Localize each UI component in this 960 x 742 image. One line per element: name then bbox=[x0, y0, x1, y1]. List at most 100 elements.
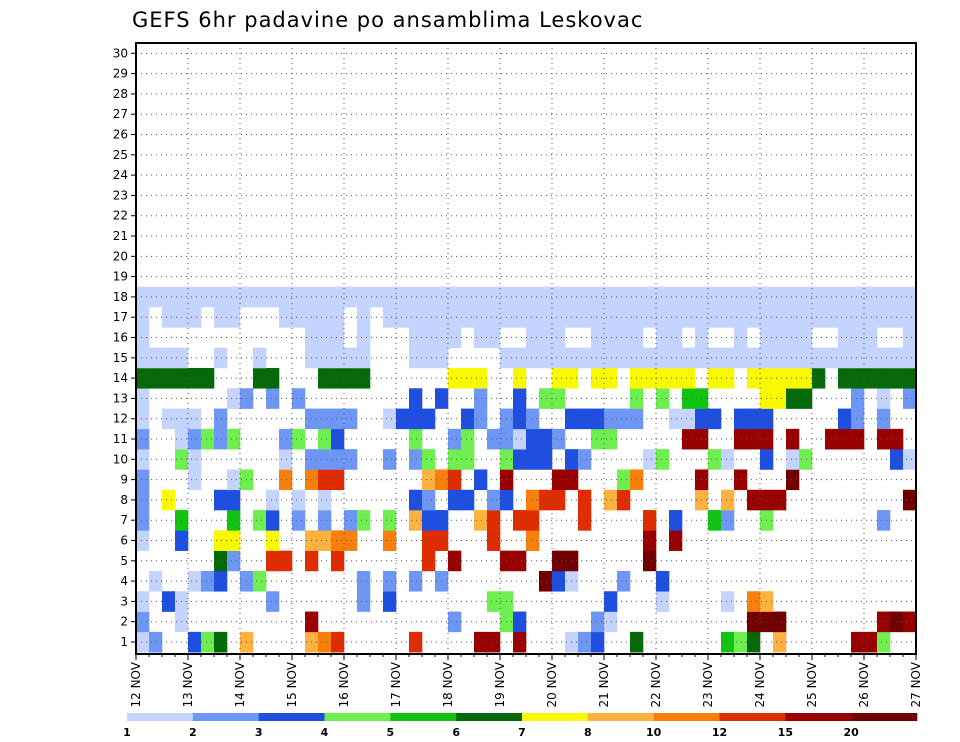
heatmap-cell bbox=[136, 510, 150, 531]
heatmap-cell bbox=[578, 408, 592, 430]
heatmap-cell bbox=[604, 307, 618, 328]
heatmap-cell bbox=[344, 408, 358, 430]
heatmap-cell bbox=[708, 449, 722, 470]
heatmap-cell bbox=[539, 327, 553, 348]
heatmap-cell bbox=[526, 428, 540, 450]
heatmap-cell bbox=[188, 449, 202, 470]
heatmap-cell bbox=[136, 286, 150, 308]
heatmap-cell bbox=[188, 408, 202, 430]
heatmap-cell bbox=[838, 327, 852, 348]
heatmap-cell bbox=[227, 510, 241, 531]
colorbar-tick-label: 20 bbox=[844, 726, 860, 739]
y-tick-label: 25 bbox=[113, 148, 128, 162]
colorbar-tick-label: 12 bbox=[712, 726, 727, 739]
heatmap-cell bbox=[461, 307, 475, 328]
heatmap-cell bbox=[344, 347, 358, 369]
heatmap-cell bbox=[318, 286, 332, 308]
heatmap-cell bbox=[591, 307, 605, 328]
heatmap-cell bbox=[487, 591, 501, 612]
heatmap-cell bbox=[656, 570, 670, 592]
heatmap-cell bbox=[747, 489, 761, 511]
heatmap-cell bbox=[474, 367, 488, 389]
heatmap-cell bbox=[136, 591, 150, 612]
y-tick-label: 18 bbox=[113, 290, 128, 304]
heatmap-cell bbox=[604, 489, 618, 511]
heatmap-cell bbox=[461, 367, 475, 389]
heatmap-cell bbox=[851, 631, 865, 653]
heatmap-cell bbox=[513, 611, 527, 633]
heatmap-cell bbox=[864, 307, 878, 328]
colorbar-tick-label: 6 bbox=[452, 726, 460, 739]
heatmap-cell bbox=[617, 489, 631, 511]
colorbar-swatch bbox=[192, 713, 259, 721]
heatmap-cell bbox=[344, 510, 358, 531]
heatmap-cell bbox=[162, 367, 176, 389]
heatmap-cell bbox=[773, 631, 787, 653]
heatmap-cell bbox=[188, 570, 202, 592]
heatmap-cell bbox=[409, 570, 423, 592]
heatmap-cell bbox=[526, 449, 540, 470]
heatmap-cell bbox=[812, 367, 826, 389]
heatmap-cell bbox=[721, 631, 735, 653]
heatmap-cell bbox=[643, 530, 657, 551]
heatmap-cell bbox=[734, 286, 748, 308]
heatmap-cell bbox=[214, 550, 228, 572]
heatmap-cell bbox=[799, 388, 813, 409]
heatmap-cell bbox=[136, 611, 150, 633]
heatmap-cell bbox=[604, 327, 618, 348]
heatmap-cell bbox=[448, 469, 462, 491]
heatmap-cell bbox=[877, 510, 891, 531]
y-tick-label: 22 bbox=[113, 209, 128, 223]
heatmap-cell bbox=[409, 388, 423, 409]
heatmap-cell bbox=[318, 510, 332, 531]
heatmap-cell bbox=[357, 347, 371, 369]
heatmap-cell bbox=[214, 631, 228, 653]
heatmap-cell bbox=[331, 408, 345, 430]
x-tick-label: 25 NOV bbox=[805, 661, 819, 707]
x-tick-label: 16 NOV bbox=[337, 661, 351, 707]
heatmap-cell bbox=[669, 408, 683, 430]
heatmap-cell bbox=[149, 570, 163, 592]
heatmap-cell bbox=[279, 428, 293, 450]
heatmap-cell bbox=[487, 510, 501, 531]
heatmap-cell bbox=[682, 286, 696, 308]
heatmap-cell bbox=[864, 367, 878, 389]
y-tick-label: 19 bbox=[113, 270, 128, 284]
heatmap-cell bbox=[877, 388, 891, 409]
x-tick-label: 20 NOV bbox=[545, 661, 559, 707]
heatmap-cell bbox=[422, 550, 436, 572]
heatmap-cell bbox=[279, 449, 293, 470]
heatmap-cell bbox=[526, 408, 540, 430]
heatmap-cell bbox=[838, 428, 852, 450]
heatmap-cell bbox=[786, 469, 800, 491]
heatmap-cell bbox=[474, 469, 488, 491]
heatmap-cell bbox=[786, 449, 800, 470]
heatmap-cell bbox=[591, 327, 605, 348]
heatmap-cell bbox=[578, 489, 592, 511]
heatmap-cell bbox=[292, 286, 306, 308]
heatmap-cell bbox=[513, 510, 527, 531]
heatmap-cell bbox=[149, 286, 163, 308]
heatmap-cell bbox=[136, 469, 150, 491]
heatmap-cell bbox=[474, 327, 488, 348]
y-tick-label: 2 bbox=[120, 615, 128, 629]
heatmap-cell bbox=[214, 408, 228, 430]
x-tick-label: 24 NOV bbox=[753, 661, 767, 707]
heatmap-cell bbox=[773, 307, 787, 328]
colorbar-swatch bbox=[587, 713, 654, 721]
heatmap-cell bbox=[136, 367, 150, 389]
y-tick-label: 15 bbox=[113, 351, 128, 365]
heatmap-cell bbox=[877, 408, 891, 430]
heatmap-cell bbox=[227, 489, 241, 511]
x-tick-label: 26 NOV bbox=[857, 661, 871, 707]
heatmap-cell bbox=[877, 631, 891, 653]
x-tick-label: 21 NOV bbox=[597, 661, 611, 707]
heatmap-cell bbox=[227, 550, 241, 572]
heatmap-cell bbox=[188, 469, 202, 491]
heatmap-cell bbox=[266, 489, 280, 511]
heatmap-cell bbox=[539, 286, 553, 308]
y-tick-label: 6 bbox=[120, 534, 128, 548]
heatmap-cell bbox=[279, 286, 293, 308]
heatmap-cell bbox=[539, 449, 553, 470]
heatmap-cell bbox=[877, 286, 891, 308]
